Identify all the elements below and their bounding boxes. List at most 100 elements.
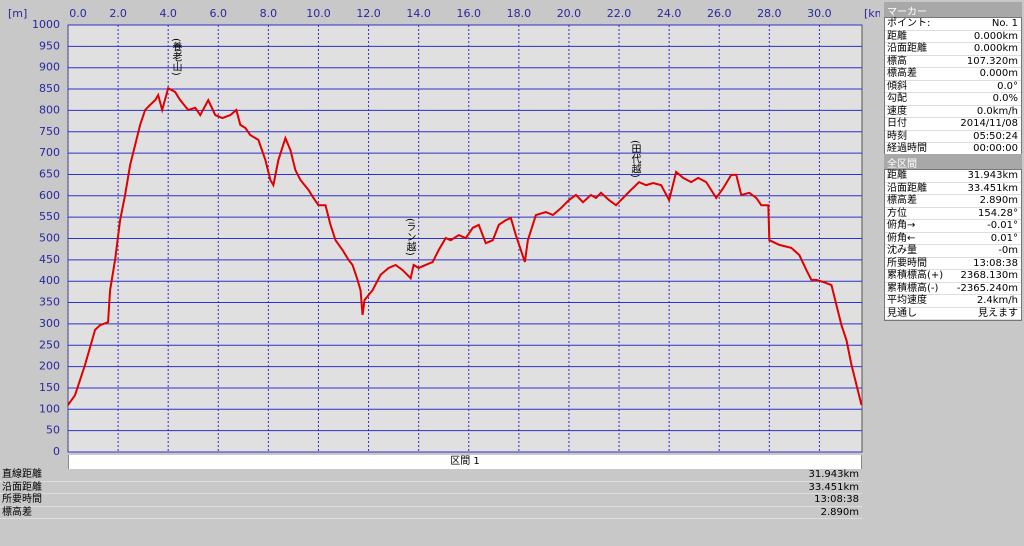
row-value: 0.0km/h — [976, 105, 1018, 117]
row-label: 方位 — [887, 207, 907, 219]
x-tick-label: 20.0 — [557, 7, 582, 20]
panel-row: 時刻 05:50:24 — [885, 130, 1021, 143]
x-tick-label: 30.0 — [807, 7, 832, 20]
row-label: 平均速度 — [887, 295, 927, 306]
row-value: 0.0% — [992, 93, 1018, 104]
row-value: 2368.130m — [960, 270, 1018, 281]
row-value: 見えます — [978, 307, 1018, 319]
y-tick-label: 600 — [39, 189, 60, 202]
row-label: 傾斜 — [887, 80, 907, 92]
x-tick-label: 4.0 — [159, 7, 177, 20]
panel-row: 標高差 0.000m — [885, 68, 1021, 81]
row-label: 所要時間 — [2, 494, 42, 505]
row-label: 時刻 — [887, 130, 907, 142]
row-label: 俯角← — [887, 232, 916, 244]
panel-row: 俯角← 0.01° — [885, 232, 1021, 245]
y-tick-label: 700 — [39, 146, 60, 159]
annotation: (ラン越) — [404, 218, 416, 256]
x-tick-label: 16.0 — [457, 7, 482, 20]
panel-row: 沈み量 -0m — [885, 245, 1021, 258]
panel-row: 累積標高(+) 2368.130m — [885, 270, 1021, 283]
y-tick-label: 450 — [39, 253, 60, 266]
row-label: 距離 — [887, 30, 907, 42]
marker-panel: マーカー ポイント: No. 1 距離 0.000km 沿面距離 0.000km 標高 107… — [884, 2, 1022, 157]
row-label: 累積標高(+) — [887, 270, 944, 281]
row-value: 0.01° — [990, 232, 1018, 244]
row-value: -0m — [998, 245, 1018, 256]
y-tick-label: 150 — [39, 381, 60, 394]
y-tick-label: 650 — [39, 167, 60, 180]
y-tick-label: 750 — [39, 125, 60, 138]
row-label: 標高差 — [887, 195, 917, 206]
y-tick-label: 500 — [39, 232, 60, 245]
x-tick-label: 26.0 — [707, 7, 732, 20]
annotation: (養老山) — [170, 38, 182, 76]
row-value: 107.320m — [966, 55, 1018, 67]
y-tick-label: 50 — [46, 424, 60, 437]
x-tick-label: 12.0 — [356, 7, 381, 20]
row-label: 沿面距離 — [887, 182, 927, 194]
row-value: 2.890m — [979, 195, 1018, 206]
section-table: 区間 1 直線距離 31.943km 沿面距離 33.451km 所要時間 13:08:3… — [0, 455, 862, 519]
row-value: 2014/11/08 — [960, 118, 1018, 129]
section-title: 区間 1 — [68, 455, 862, 469]
panel-row: 距離 31.943km — [885, 170, 1021, 183]
row-label: 経過時間 — [887, 143, 927, 154]
row-value: 33.451km — [808, 481, 859, 493]
row-label: 直線距離 — [2, 469, 42, 480]
row-label: 俯角→ — [887, 220, 916, 231]
y-tick-label: 950 — [39, 39, 60, 52]
panel-row: 所要時間 13:08:38 — [885, 258, 1021, 270]
row-value: 13:08:38 — [814, 494, 859, 505]
row-value: 33.451km — [967, 182, 1018, 194]
y-tick-label: 800 — [39, 103, 60, 116]
x-tick-label: 18.0 — [507, 7, 532, 20]
y-tick-label: 300 — [39, 317, 60, 330]
panel-table: ポイント: No. 1 距離 0.000km 沿面距離 0.000km 標高 107.320m… — [884, 17, 1022, 157]
row-value: No. 1 — [991, 18, 1018, 29]
y-tick-label: 550 — [39, 210, 60, 223]
section-header: 区間 1 — [0, 455, 862, 469]
panel-row: 傾斜 0.0° — [885, 80, 1021, 93]
y-tick-label: 100 — [39, 402, 60, 415]
chart: [m] [km] 0 50 100 150 200 250 300 350 400 450 500 5… — [8, 7, 880, 455]
row-value: 31.943km — [808, 469, 859, 480]
x-tick-label: 0.0 — [69, 7, 87, 20]
row-value: 00:00:00 — [973, 143, 1018, 154]
row-value: 31.943km — [967, 170, 1018, 181]
y-tick-label: 0 — [53, 445, 60, 455]
row-label: 標高差 — [2, 506, 32, 518]
annotation: (田代越) — [629, 140, 641, 178]
panel-row: 標高 107.320m — [885, 55, 1021, 68]
y-tick-label: 400 — [39, 274, 60, 287]
row-value: 154.28° — [978, 207, 1018, 219]
x-tick-label: 2.0 — [109, 7, 127, 20]
profile-line — [67, 86, 863, 406]
row-label: 標高差 — [887, 68, 917, 79]
panel-row: 速度 0.0km/h — [885, 105, 1021, 118]
row-value: 0.0° — [997, 80, 1018, 92]
row-label: 標高 — [887, 55, 907, 67]
row-label: 勾配 — [887, 93, 907, 104]
panel-row: 沿面距離 33.451km — [885, 182, 1021, 195]
row-value: 0.000km — [973, 43, 1018, 54]
total-panel: 全区間 距離 31.943km 沿面距離 33.451km 標高差 2.890m 方位 154… — [884, 154, 1022, 321]
row-label: 沿面距離 — [887, 43, 927, 54]
row-value: 2.4km/h — [976, 295, 1018, 306]
panel-title: 全区間 — [884, 154, 1022, 170]
row-label: 日付 — [887, 118, 907, 129]
panel-row: 日付 2014/11/08 — [885, 118, 1021, 131]
panel-table: 距離 31.943km 沿面距離 33.451km 標高差 2.890m 方位 154.28°… — [884, 169, 1022, 321]
row-label: 沿面距離 — [2, 481, 42, 493]
panel-row: 勾配 0.0% — [885, 93, 1021, 106]
x-tick-label: 14.0 — [406, 7, 431, 20]
x-tick-label: 6.0 — [210, 7, 228, 20]
y-axis-label: [m] — [8, 7, 27, 20]
row-value: 0.000km — [973, 30, 1018, 42]
x-tick-label: 10.0 — [306, 7, 331, 20]
panel-row: 所要時間 13:08:38 — [0, 494, 862, 507]
row-value: 2.890m — [820, 506, 859, 518]
panel-row: 累積標高(-) -2365.240m — [885, 283, 1021, 295]
row-label: 沈み量 — [887, 245, 917, 256]
